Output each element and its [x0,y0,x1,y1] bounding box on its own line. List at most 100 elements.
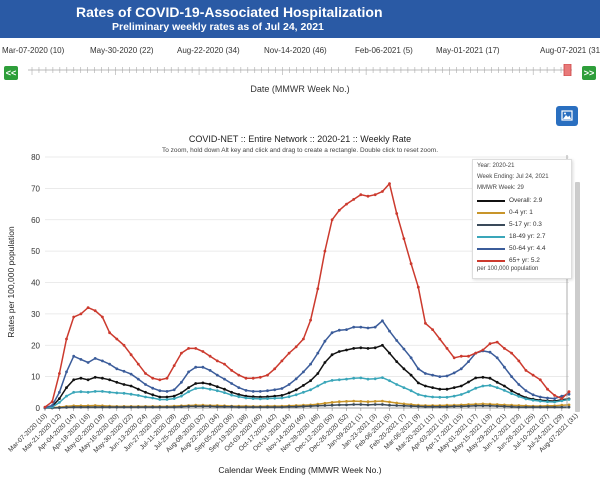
legend-week-ending: Week Ending: Jul 24, 2021 [477,174,549,180]
chart-scrollbar[interactable] [575,182,580,412]
data-point [115,337,119,341]
weekly-rate-chart[interactable]: 0 10 20 30 40 50 60 70 80 Mar-07-2020 (10)Mar-21… [0,150,600,480]
data-point [180,394,183,398]
slider-tick-label: Mar-07-2020 (10) [2,46,65,55]
data-point [445,395,449,399]
data-point [93,405,97,409]
data-point [503,405,506,408]
data-point [72,354,76,358]
data-point [151,393,155,397]
data-point [309,379,312,383]
data-point [72,378,76,382]
data-point [531,405,535,409]
data-point [488,404,492,408]
data-point [538,399,542,403]
data-point [467,404,470,408]
data-point [201,381,205,385]
data-point [459,384,463,388]
legend-item-18-49[interactable]: 18-49 yr: 2.7 [477,233,546,242]
data-point [65,406,68,409]
slider-ticks [31,67,569,75]
data-point [309,362,312,366]
data-point [445,374,449,378]
data-point [180,351,183,355]
data-point [366,403,370,407]
data-point [187,386,191,389]
legend-item-overall[interactable]: Overall: 2.9 [477,197,542,206]
data-point [86,405,90,409]
data-point [101,376,104,380]
data-point [129,372,133,376]
data-point [567,403,571,407]
data-point [294,377,298,381]
data-point [79,390,83,394]
data-point [287,351,291,355]
data-point [215,405,219,409]
data-point [431,405,434,409]
data-point [438,395,442,399]
data-point [524,369,528,372]
data-point [381,376,384,379]
data-point [294,388,298,392]
data-point [287,395,291,399]
legend-item-65-plus[interactable]: 65+ yr: 5.2 [477,257,540,266]
data-point [65,394,68,398]
data-point [553,405,556,409]
data-point [302,384,305,387]
data-point [172,388,176,392]
data-point [373,377,377,381]
data-point [438,337,442,341]
legend-item-50-64[interactable]: 50-64 yr: 4.4 [477,245,546,254]
data-point [244,376,248,380]
prev-button[interactable]: << [4,66,18,80]
data-point [538,405,542,409]
data-point [230,405,234,409]
data-point [567,392,571,396]
data-point [72,390,76,394]
data-point [172,394,176,398]
data-point [352,325,356,329]
data-point [481,375,485,379]
y-axis-ticks: 0 10 20 30 40 50 60 70 80 [31,153,40,413]
data-point [488,384,492,387]
data-point [488,376,492,380]
data-point [165,395,169,399]
data-point [409,262,413,266]
data-point [524,405,528,409]
data-point [302,337,305,341]
legend-item-0-4[interactable]: 0-4 yr: 1 [477,209,533,218]
legend-item-5-17[interactable]: 5-17 yr: 0.3 [477,221,542,230]
data-point [438,405,442,409]
data-point [86,306,90,309]
data-point [302,390,305,394]
data-point [280,396,284,400]
data-point [251,376,255,380]
data-point [467,354,470,358]
data-point [330,403,334,407]
download-image-button[interactable] [556,106,578,126]
data-point [517,405,521,409]
data-point [187,370,191,374]
data-point [474,404,478,408]
next-button[interactable]: >> [582,66,596,80]
data-point [258,375,262,379]
data-point [129,384,133,388]
data-point [517,383,521,386]
data-point [65,370,68,374]
data-point [251,390,255,393]
slider-track[interactable] [28,64,572,76]
data-point [58,401,61,404]
data-point [201,365,205,369]
data-point [72,315,76,319]
data-point [395,383,399,386]
data-point [352,376,356,380]
data-point [223,377,226,381]
data-point [79,358,83,361]
data-point [345,377,348,381]
y-tick-label: 10 [31,373,40,382]
data-point [86,361,90,364]
data-point [474,386,478,390]
data-point [381,399,384,403]
data-point [101,359,104,363]
slider-handle[interactable] [563,64,572,76]
